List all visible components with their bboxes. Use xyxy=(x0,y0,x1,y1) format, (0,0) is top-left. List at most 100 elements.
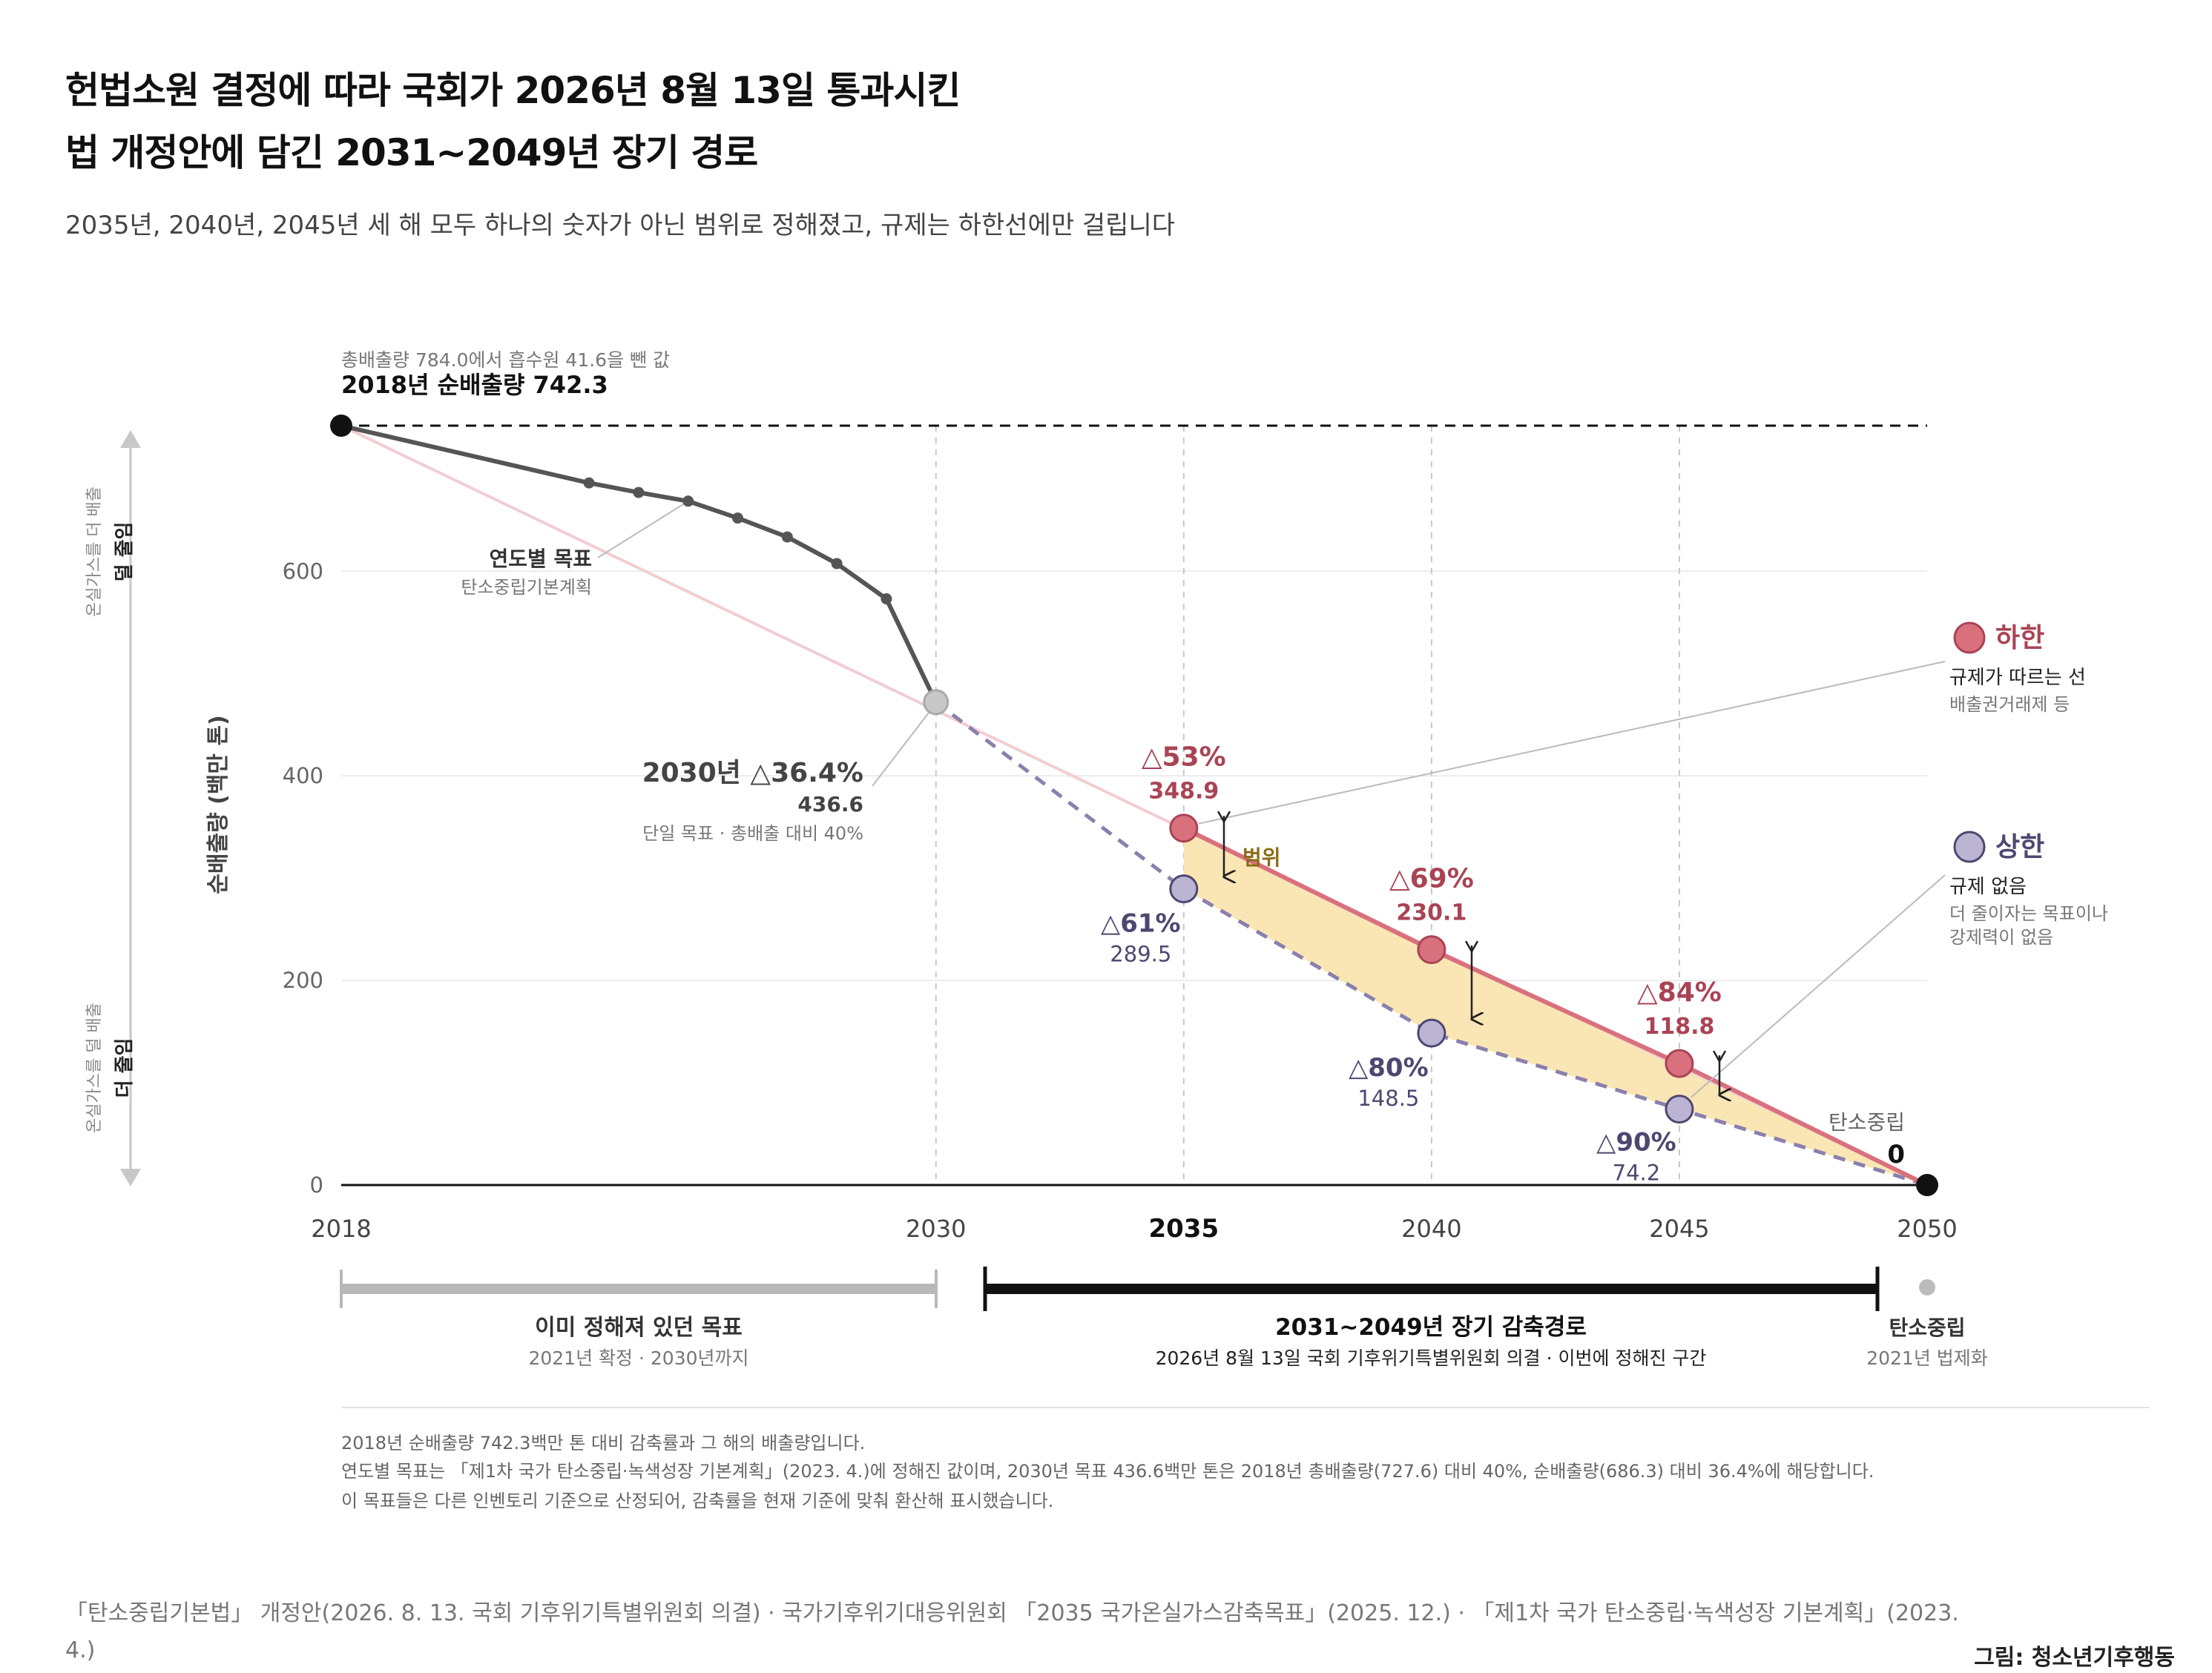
annual-point-2029 xyxy=(880,593,892,605)
period-longterm-label: 2031~2049년 장기 감축경로 xyxy=(1275,1314,1587,1341)
y-bottom-label-line1: 온실가스를 덜 배출 xyxy=(85,1003,104,1133)
upper-value-label-2045: 74.2 xyxy=(1613,1161,1661,1186)
upper-pct-label-2040: △80% xyxy=(1349,1053,1429,1083)
lower-point-2035 xyxy=(1169,814,1199,843)
y-top-label-line2: 덜 줄임 xyxy=(113,522,136,582)
legend-upper-desc3: 강제력이 없음 xyxy=(1949,927,2053,948)
annual-point-2026 xyxy=(732,512,743,524)
period-bars: 이미 정해져 있던 목표 2021년 확정 · 2030년까지 2031~204… xyxy=(340,1267,1988,1369)
range-arrows xyxy=(1217,811,1727,1095)
y-tick-600: 600 xyxy=(283,558,323,584)
period-netzero-sublabel: 2021년 법제화 xyxy=(1866,1347,1988,1369)
net-zero-value: 0 xyxy=(1887,1140,1905,1169)
upper-point-2035 xyxy=(1169,874,1199,904)
lower-bound-line xyxy=(1182,825,1929,1187)
leader-lower-legend xyxy=(1198,661,1946,825)
footnote-2: 연도별 목표는 「제1차 국가 탄소중립·녹색성장 기본계획」(2023. 4.… xyxy=(341,1461,1874,1482)
range-arrow-top-2040 xyxy=(1464,940,1479,954)
lower-point-2045 xyxy=(1665,1049,1694,1078)
chart-subtitle: 2035년, 2040년, 2045년 세 해 모두 하나의 숫자가 아닌 범위… xyxy=(65,211,1176,240)
annual-targets-sublabel: 탄소중립기본계획 xyxy=(461,577,592,598)
lower-pct-label-2045: △84% xyxy=(1637,977,1722,1008)
baseline-note: 총배출량 784.0에서 흡수원 41.6을 뺀 값 xyxy=(341,349,670,371)
lower-value-label-2040: 230.1 xyxy=(1396,900,1467,926)
period-longterm-sublabel: 2026년 8월 13일 국회 기후위기특별위원회 의결 · 이번에 정해진 구… xyxy=(1156,1347,1707,1369)
legend-upper-marker xyxy=(1953,831,1986,863)
target-2030-label: 2030년 △36.4% xyxy=(642,758,863,788)
legend-lower-marker xyxy=(1953,621,1986,654)
lower-pct-label-2040: △69% xyxy=(1389,864,1474,894)
period-netzero-dot xyxy=(1919,1279,1935,1296)
legend-lower-desc2: 배출권거래제 등 xyxy=(1949,694,2070,715)
leader-upper-legend xyxy=(1691,874,1946,1098)
period-existing-sublabel: 2021년 확정 · 2030년까지 xyxy=(528,1347,748,1369)
y-tick-0: 0 xyxy=(310,1172,323,1198)
credit: 그림: 청소년기후행동 xyxy=(1974,1645,2175,1671)
y-axis-label: 순배출량 (백만 톤) xyxy=(205,715,231,894)
up-arrow-icon xyxy=(120,430,141,448)
x-tick-2030: 2030 xyxy=(906,1215,966,1243)
x-tick-2018: 2018 xyxy=(311,1215,371,1243)
annual-point-2024 xyxy=(633,486,645,498)
y-tick-200: 200 xyxy=(283,968,323,993)
leader-annual-targets xyxy=(597,500,689,558)
source-line-1: 「탄소중립기본법」 개정안(2026. 8. 13. 국회 기후위기특별위원회 … xyxy=(65,1600,1959,1626)
lower-pct-label-2035: △53% xyxy=(1142,742,1226,773)
lower-point-2040 xyxy=(1417,935,1446,965)
leader-lines xyxy=(597,500,1946,1098)
y-top-label-line1: 온실가스를 더 배출 xyxy=(85,486,104,617)
period-existing-label: 이미 정해져 있던 목표 xyxy=(535,1315,743,1341)
chart-title-line1: 헌법소원 결정에 따라 국회가 2026년 8월 13일 통과시킨 xyxy=(65,69,961,112)
period-netzero-label: 탄소중립 xyxy=(1889,1316,1965,1340)
baseline-label: 2018년 순배출량 742.3 xyxy=(341,371,608,399)
data-labels: △53% 348.9 △69% 230.1 △84% 118.8 △61% 289.5 △80%… xyxy=(1101,742,1722,1186)
x-tick-2045: 2045 xyxy=(1649,1215,1709,1243)
lower-bound-points xyxy=(1169,814,1694,1078)
x-axis-ticks: 2018 2030 2035 2040 2045 2050 xyxy=(311,1214,1957,1244)
leader-target-2030 xyxy=(872,710,931,787)
annual-point-2028 xyxy=(831,558,843,570)
footnote-1: 2018년 순배출량 742.3백만 톤 대비 감축률과 그 해의 배출량입니다… xyxy=(341,1433,866,1453)
range-arrow-top-2035 xyxy=(1217,811,1231,824)
upper-value-label-2040: 148.5 xyxy=(1357,1086,1419,1111)
annual-point-2027 xyxy=(781,531,793,543)
x-tick-2035: 2035 xyxy=(1148,1214,1219,1244)
y-axis-ticks: 0 200 400 600 xyxy=(283,558,323,1198)
upper-pct-label-2045: △90% xyxy=(1596,1128,1676,1158)
upper-bound-points xyxy=(1169,874,1694,1124)
range-label: 범위 xyxy=(1242,845,1281,870)
upper-bound-line xyxy=(935,700,1928,1187)
upper-point-2045 xyxy=(1665,1095,1694,1124)
legend-upper-desc1: 규제 없음 xyxy=(1949,876,2027,898)
net-zero-label: 탄소중립 xyxy=(1828,1110,1905,1135)
chart-title-line2: 법 개정안에 담긴 2031~2049년 장기 경로 xyxy=(65,131,758,174)
legend-upper-name: 상한 xyxy=(1995,832,2044,862)
lower-value-label-2045: 118.8 xyxy=(1644,1014,1714,1040)
target-2030-value: 436.6 xyxy=(797,792,863,816)
y-direction-indicator: 온실가스를 더 배출 덜 줄임 온실가스를 덜 배출 더 줄임 xyxy=(85,430,141,1187)
x-tick-2050: 2050 xyxy=(1897,1215,1957,1243)
legend-upper-desc2: 더 줄이자는 목표이나 xyxy=(1949,903,2108,924)
y-bottom-label-line2: 더 줄임 xyxy=(113,1038,136,1098)
annual-point-2025 xyxy=(682,495,694,507)
legend-lower-name: 하한 xyxy=(1995,623,2044,653)
annual-point-2023 xyxy=(583,477,595,489)
lower-value-label-2035: 348.9 xyxy=(1148,779,1219,805)
y-tick-400: 400 xyxy=(283,763,323,788)
source-line-2: 4.) xyxy=(65,1637,96,1663)
target-2030-point xyxy=(923,689,949,716)
annual-targets-label: 연도별 목표 xyxy=(489,547,592,571)
footnote-3: 이 목표들은 다른 인벤토리 기준으로 산정되어, 감축률을 현재 기준에 맞춰… xyxy=(341,1491,1054,1511)
upper-value-label-2035: 289.5 xyxy=(1110,942,1171,967)
range-arrow-top-2045 xyxy=(1712,1050,1727,1063)
baseline-2018-point xyxy=(330,415,352,437)
target-2030-note: 단일 목표 · 총배출 대비 40% xyxy=(642,823,863,844)
x-tick-2040: 2040 xyxy=(1401,1215,1461,1243)
legend-lower-desc1: 규제가 따르는 선 xyxy=(1949,667,2086,689)
upper-pct-label-2035: △61% xyxy=(1101,909,1181,939)
net-zero-point xyxy=(1916,1174,1938,1196)
down-arrow-icon xyxy=(120,1169,141,1187)
gridlines xyxy=(341,570,1927,982)
